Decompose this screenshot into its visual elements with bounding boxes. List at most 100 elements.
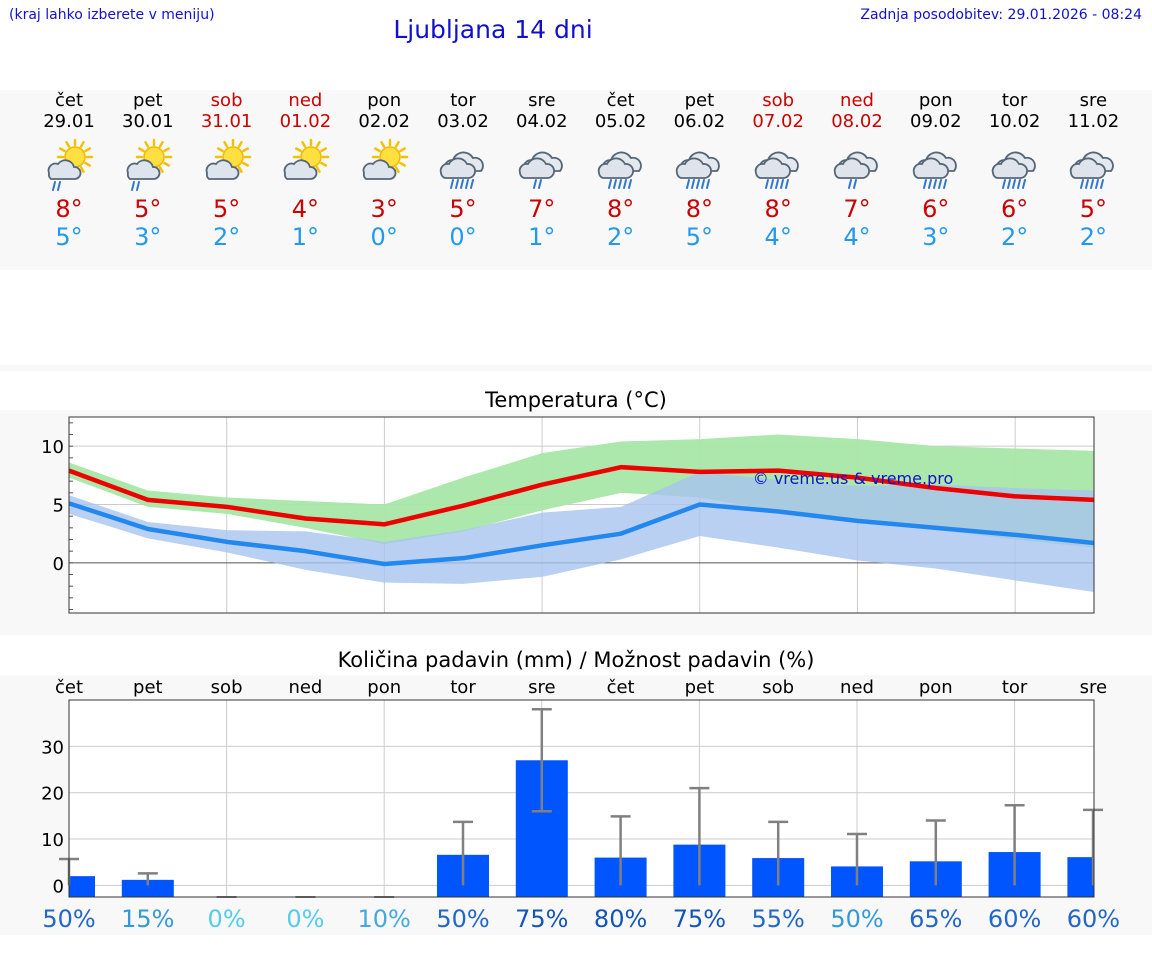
y-tick-label: 20 bbox=[41, 784, 64, 805]
data-point bbox=[1014, 534, 1016, 536]
data-point bbox=[541, 484, 543, 486]
data-point bbox=[462, 505, 464, 507]
cloud-heavy-rain-icon bbox=[1070, 151, 1115, 189]
temperature-chart: 0 5 10 © vreme.us & vreme.pro bbox=[41, 416, 1095, 614]
day-column: sob 31.01 5° 2° bbox=[188, 90, 266, 251]
y-tick-label: 10 bbox=[41, 437, 64, 458]
day-name: pet bbox=[684, 90, 715, 111]
probability-label: 10% bbox=[358, 905, 411, 933]
day-date: 29.01 bbox=[43, 111, 95, 132]
category-label: pon bbox=[919, 677, 953, 698]
sun-cloud-icon bbox=[284, 138, 330, 180]
cloud-heavy-rain-icon bbox=[597, 151, 642, 189]
day-name: sob bbox=[762, 90, 795, 111]
cloud-heavy-rain-icon bbox=[676, 151, 721, 189]
day-column: sre 04.02 7° 1° bbox=[503, 90, 581, 251]
min-temperature: 0° bbox=[370, 223, 398, 251]
data-point bbox=[778, 470, 780, 472]
category-label: pet bbox=[685, 677, 715, 698]
last-update: Zadnja posodobitev: 29.01.2026 - 08:24 bbox=[860, 7, 1142, 23]
day-name: čet bbox=[606, 90, 635, 111]
min-temperature: 5° bbox=[685, 223, 714, 251]
data-point bbox=[383, 523, 385, 525]
data-point bbox=[1014, 495, 1016, 497]
day-date: 30.01 bbox=[122, 111, 174, 132]
max-temperature: 8° bbox=[55, 195, 83, 223]
day-column: pon 02.02 3° 0° bbox=[345, 90, 423, 251]
category-label: pon bbox=[367, 677, 401, 698]
y-tick-label: 5 bbox=[53, 496, 64, 517]
precipitation-chart: čet pet sob ned pon tor sre čet pet sob ned pon tor s… bbox=[41, 677, 1120, 933]
probability-label: 0% bbox=[208, 905, 246, 933]
day-name: ned bbox=[840, 90, 874, 111]
day-date: 31.01 bbox=[200, 111, 253, 132]
day-name: ned bbox=[288, 90, 323, 111]
location-menu-hint[interactable]: (kraj lahko izberete v meniju) bbox=[9, 7, 215, 23]
data-point bbox=[778, 511, 780, 512]
data-point bbox=[305, 550, 307, 552]
data-point bbox=[147, 499, 149, 501]
cloud-rain-icon bbox=[833, 151, 878, 189]
max-temperature: 5° bbox=[449, 195, 477, 223]
cloud-heavy-rain-icon bbox=[991, 151, 1036, 189]
day-date: 03.02 bbox=[437, 111, 489, 132]
probability-label: 80% bbox=[594, 905, 647, 933]
plot-frame bbox=[68, 416, 1095, 614]
day-name: tor bbox=[450, 90, 476, 111]
day-name: pet bbox=[133, 90, 163, 111]
min-temperature: 2° bbox=[212, 223, 241, 251]
probability-label: 15% bbox=[121, 905, 174, 933]
day-date: 10.02 bbox=[988, 111, 1041, 132]
category-label: ned bbox=[840, 677, 874, 698]
data-point bbox=[935, 527, 937, 529]
y-tick-label: 10 bbox=[41, 830, 64, 851]
day-column: tor 03.02 5° 0° bbox=[424, 90, 502, 251]
y-tick-label: 0 bbox=[53, 554, 64, 575]
max-temp-line bbox=[68, 464, 1095, 527]
data-point bbox=[620, 466, 622, 468]
day-name: čet bbox=[54, 90, 84, 111]
category-label: sre bbox=[1080, 677, 1107, 698]
divider bbox=[0, 365, 1152, 371]
data-point bbox=[147, 528, 149, 530]
min-temperature: 1° bbox=[291, 223, 320, 251]
category-label: pet bbox=[133, 677, 163, 698]
max-temperature: 6° bbox=[1000, 195, 1029, 223]
precipitation-bar bbox=[69, 876, 95, 897]
day-date: 11.02 bbox=[1067, 111, 1120, 132]
day-column: čet 29.01 8° 5° bbox=[30, 90, 108, 251]
day-name: pon bbox=[367, 90, 402, 111]
max-temperature: 3° bbox=[370, 195, 398, 223]
day-column: ned 08.02 7° 4° bbox=[818, 90, 896, 251]
cloud-heavy-rain-icon bbox=[754, 151, 799, 189]
day-date: 04.02 bbox=[516, 111, 568, 132]
day-date: 02.02 bbox=[358, 111, 410, 132]
max-temperature: 4° bbox=[291, 195, 320, 223]
category-label: ned bbox=[288, 677, 322, 698]
sun-cloud-rain-icon bbox=[47, 138, 94, 191]
probability-label: 50% bbox=[830, 905, 883, 933]
data-point bbox=[383, 563, 385, 565]
probability-label: 65% bbox=[909, 905, 962, 933]
probability-label: 50% bbox=[42, 905, 95, 933]
category-label: tor bbox=[450, 677, 476, 698]
forecast-strip bbox=[0, 90, 1152, 270]
day-column: pon 09.02 6° 3° bbox=[897, 90, 975, 251]
min-temperature: 3° bbox=[922, 223, 950, 251]
min-temperature: 4° bbox=[764, 223, 792, 251]
data-point bbox=[226, 506, 228, 508]
day-date: 09.02 bbox=[910, 111, 962, 132]
y-tick-label: 30 bbox=[41, 737, 64, 758]
max-temperature: 7° bbox=[843, 195, 871, 223]
data-point bbox=[856, 477, 858, 479]
max-temperature: 8° bbox=[764, 195, 792, 223]
precipitation-bar bbox=[1067, 857, 1094, 897]
day-column: sre 11.02 5° 2° bbox=[1054, 90, 1132, 251]
temperature-chart-title: Temperatura (°C) bbox=[485, 388, 667, 412]
day-column: pet 30.01 5° 3° bbox=[109, 90, 187, 251]
watermark: © vreme.us & vreme.pro bbox=[753, 469, 954, 488]
category-label: sre bbox=[528, 677, 555, 698]
min-temperature: 4° bbox=[843, 223, 871, 251]
day-name: sre bbox=[528, 90, 556, 111]
min-temperature: 5° bbox=[55, 223, 83, 251]
